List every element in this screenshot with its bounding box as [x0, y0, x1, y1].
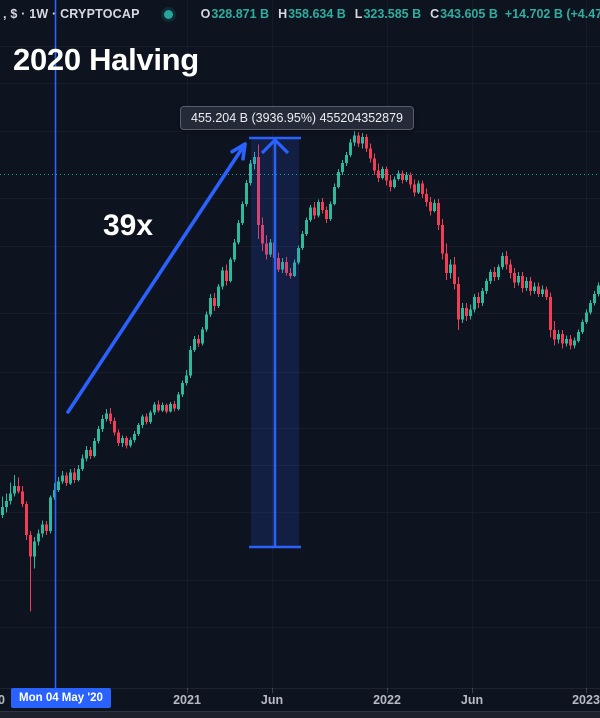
x-axis-label: 2020	[0, 693, 5, 707]
halving-title-annotation[interactable]: 2020 Halving	[13, 42, 199, 77]
ohlc-low-label: L	[354, 7, 363, 21]
ohlc-high-label: H	[278, 7, 288, 21]
change-value: +14.702 B (+4.47%)	[504, 7, 600, 21]
price-range-tooltip[interactable]: 455.204 B (3936.95%) 455204352879	[180, 106, 414, 130]
x-axis-label: Jun	[260, 693, 284, 707]
ohlc-low-value: 323.585 B	[363, 7, 422, 21]
ohlc-close-label: C	[430, 7, 440, 21]
ohlc-open-label: O	[200, 7, 211, 21]
ohlc-close-value: 343.605 B	[440, 7, 498, 21]
x-axis-label: 2022	[373, 693, 401, 707]
multiplier-annotation[interactable]: 39x	[103, 209, 154, 242]
window-bottom-strip	[0, 711, 600, 718]
x-axis-label: 2021	[173, 693, 201, 707]
time-axis[interactable]: 2020 2021 Jun 2022 Jun 2023	[0, 688, 600, 711]
x-axis-label: 2023	[572, 693, 600, 707]
ohlc-open-value: 328.871 B	[211, 7, 270, 21]
x-axis-label: Jun	[460, 693, 484, 707]
crosshair-date-badge: Mon 04 May '20	[11, 688, 111, 708]
symbol-legend: , $ · 1W · CRYPTOCAP O 328.871 B H 358.6…	[3, 7, 600, 21]
symbol-name[interactable]: , $ · 1W · CRYPTOCAP	[3, 7, 140, 21]
market-status-dot-icon	[163, 9, 173, 19]
ohlc-high-value: 358.634 B	[288, 7, 346, 21]
